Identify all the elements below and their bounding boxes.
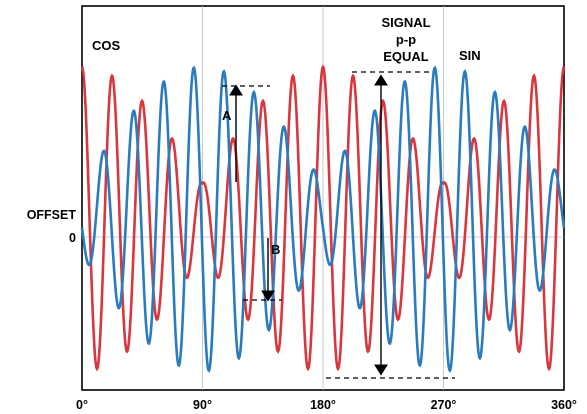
signal-label-line3: EQUAL [383,49,429,64]
x-axis-ticks: 0° 90° 180° 270° 360° [76,398,577,412]
x-tick-label: 270° [431,398,457,412]
y-label-zero: 0 [69,231,76,245]
x-tick-label: 180° [310,398,336,412]
b-label: B [271,242,280,257]
a-label: A [222,108,232,123]
signal-label-line1: SIGNAL [381,15,430,30]
signal-label-line2: p-p [396,32,416,47]
series-line-cos [80,64,566,372]
cos-label: COS [92,38,121,53]
grid [82,6,564,390]
x-tick-label: 0° [76,398,88,412]
y-label-offset: OFFSET [27,208,77,222]
x-tick-label: 90° [193,398,212,412]
x-tick-label: 360° [551,398,577,412]
sin-label: SIN [459,48,481,63]
series-line-sin [80,65,566,373]
